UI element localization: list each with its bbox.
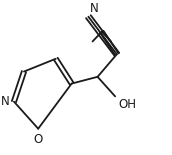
Text: OH: OH	[119, 98, 136, 111]
Text: N: N	[90, 2, 99, 15]
Text: O: O	[34, 133, 43, 146]
Text: N: N	[1, 95, 10, 108]
